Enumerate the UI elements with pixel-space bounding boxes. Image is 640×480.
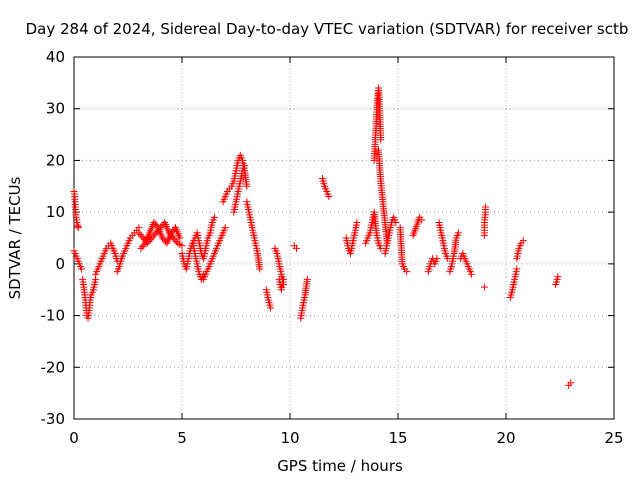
x-tick-label: 10 — [280, 429, 299, 447]
data-point — [210, 213, 218, 221]
data-point — [137, 244, 145, 252]
data-point — [178, 242, 186, 250]
data-point — [153, 222, 161, 230]
data-point — [151, 231, 159, 239]
data-point — [74, 224, 82, 232]
data-point — [377, 136, 385, 144]
y-tick-label: 40 — [46, 48, 65, 66]
x-axis-label: GPS time / hours — [277, 457, 403, 475]
data-point — [135, 229, 143, 237]
data-point — [325, 193, 333, 201]
data-point — [172, 237, 180, 245]
data-point — [171, 236, 179, 244]
data-point — [519, 237, 527, 245]
data-point — [554, 273, 562, 281]
data-point — [243, 182, 251, 190]
data-point — [150, 218, 158, 226]
y-axis-label: SDTVAR / TECUs — [6, 176, 24, 299]
y-tick-label: 20 — [46, 151, 65, 169]
data-point — [159, 234, 167, 242]
data-point — [138, 232, 146, 240]
x-tick-label: 25 — [604, 429, 623, 447]
data-point — [392, 218, 400, 226]
y-tick-label: 30 — [46, 100, 65, 118]
data-point — [513, 265, 521, 273]
data-point — [481, 203, 489, 211]
data-point — [148, 234, 156, 242]
y-axis: -30 -20 -10 0 10 20 30 40 — [41, 48, 614, 428]
plot-frame — [73, 56, 615, 420]
data-point — [267, 304, 275, 312]
data-point — [78, 265, 86, 273]
data-point — [403, 268, 411, 276]
data-point — [241, 162, 249, 170]
chart-title: Day 284 of 2024, Sidereal Day-to-day VTE… — [26, 20, 629, 38]
data-point — [467, 270, 475, 278]
data-point — [169, 227, 177, 235]
data-point — [433, 255, 441, 263]
x-tick-label: 15 — [388, 429, 407, 447]
x-tick-label: 20 — [496, 429, 515, 447]
data-point — [152, 229, 160, 237]
x-axis: 0 5 10 15 20 25 — [69, 57, 624, 447]
y-tick-label: 10 — [46, 203, 65, 221]
data-point — [139, 234, 147, 242]
data-point — [138, 243, 146, 251]
data-point — [280, 275, 288, 283]
y-tick-label: -10 — [41, 307, 66, 325]
data-points — [70, 84, 575, 389]
data-point — [140, 241, 148, 249]
data-point — [567, 379, 575, 387]
data-point — [136, 231, 144, 239]
data-point — [292, 244, 300, 252]
data-point — [418, 216, 426, 224]
data-point — [169, 234, 177, 242]
y-tick-label: -30 — [41, 410, 66, 428]
data-point — [149, 232, 157, 240]
x-tick-label: 0 — [69, 429, 79, 447]
data-point — [221, 224, 229, 232]
y-tick-label: -20 — [41, 358, 66, 376]
data-point — [256, 265, 264, 273]
y-tick-label: 0 — [55, 255, 65, 273]
data-point — [167, 229, 175, 237]
data-point — [160, 236, 168, 244]
data-point — [480, 283, 488, 291]
data-point — [454, 229, 462, 237]
data-point — [303, 275, 311, 283]
data-point — [176, 234, 184, 242]
x-tick-label: 5 — [177, 429, 187, 447]
data-point — [151, 220, 159, 228]
data-point — [353, 218, 361, 226]
